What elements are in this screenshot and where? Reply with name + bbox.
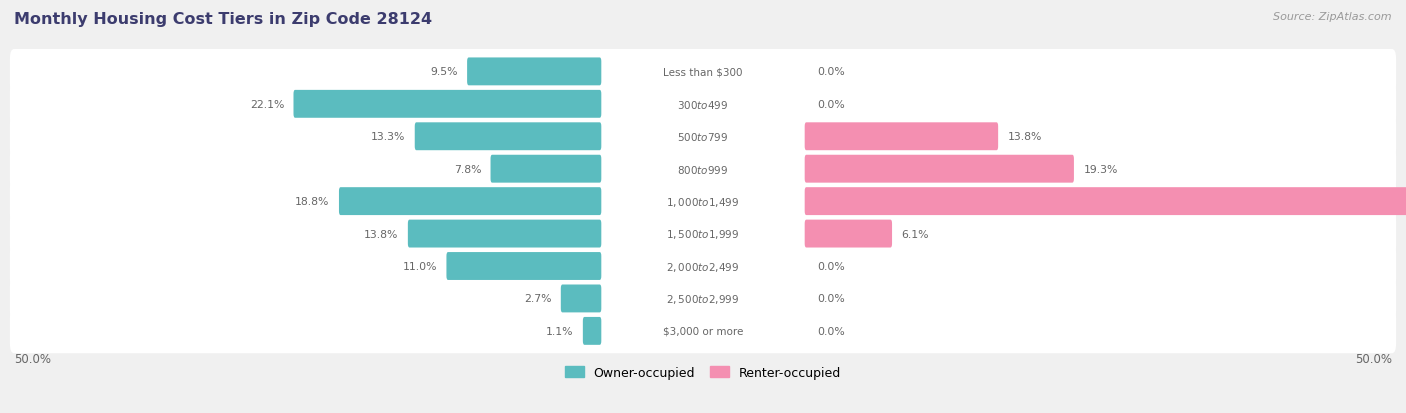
FancyBboxPatch shape — [10, 82, 1396, 127]
Text: 19.3%: 19.3% — [1083, 164, 1118, 174]
FancyBboxPatch shape — [467, 58, 602, 86]
FancyBboxPatch shape — [10, 147, 1396, 192]
Text: 13.8%: 13.8% — [1008, 132, 1042, 142]
FancyBboxPatch shape — [10, 276, 1396, 321]
FancyBboxPatch shape — [583, 317, 602, 345]
FancyBboxPatch shape — [10, 50, 1396, 95]
FancyBboxPatch shape — [10, 114, 1396, 159]
FancyBboxPatch shape — [408, 220, 602, 248]
Legend: Owner-occupied, Renter-occupied: Owner-occupied, Renter-occupied — [565, 366, 841, 379]
Text: $1,000 to $1,499: $1,000 to $1,499 — [666, 195, 740, 208]
Text: 0.0%: 0.0% — [817, 326, 845, 336]
FancyBboxPatch shape — [561, 285, 602, 313]
FancyBboxPatch shape — [447, 252, 602, 280]
Text: 50.0%: 50.0% — [14, 352, 51, 365]
Text: $800 to $999: $800 to $999 — [678, 163, 728, 175]
Text: $300 to $499: $300 to $499 — [678, 99, 728, 111]
FancyBboxPatch shape — [10, 179, 1396, 224]
Text: $2,500 to $2,999: $2,500 to $2,999 — [666, 292, 740, 305]
FancyBboxPatch shape — [294, 91, 602, 119]
Text: 9.5%: 9.5% — [430, 67, 458, 77]
Text: 13.8%: 13.8% — [364, 229, 398, 239]
Text: 22.1%: 22.1% — [250, 100, 284, 109]
Text: 7.8%: 7.8% — [454, 164, 481, 174]
Text: Less than $300: Less than $300 — [664, 67, 742, 77]
FancyBboxPatch shape — [10, 244, 1396, 289]
Text: 18.8%: 18.8% — [295, 197, 329, 206]
FancyBboxPatch shape — [10, 212, 1396, 256]
FancyBboxPatch shape — [415, 123, 602, 151]
Text: 6.1%: 6.1% — [901, 229, 929, 239]
Text: $1,500 to $1,999: $1,500 to $1,999 — [666, 228, 740, 240]
Text: 0.0%: 0.0% — [817, 261, 845, 271]
FancyBboxPatch shape — [491, 155, 602, 183]
Text: 1.1%: 1.1% — [546, 326, 574, 336]
FancyBboxPatch shape — [339, 188, 602, 216]
FancyBboxPatch shape — [10, 309, 1396, 354]
Text: Monthly Housing Cost Tiers in Zip Code 28124: Monthly Housing Cost Tiers in Zip Code 2… — [14, 12, 432, 27]
FancyBboxPatch shape — [804, 123, 998, 151]
Text: 2.7%: 2.7% — [524, 294, 551, 304]
FancyBboxPatch shape — [804, 155, 1074, 183]
Text: $2,000 to $2,499: $2,000 to $2,499 — [666, 260, 740, 273]
FancyBboxPatch shape — [804, 188, 1406, 216]
Text: 0.0%: 0.0% — [817, 67, 845, 77]
Text: Source: ZipAtlas.com: Source: ZipAtlas.com — [1274, 12, 1392, 22]
Text: 13.3%: 13.3% — [371, 132, 405, 142]
Text: 0.0%: 0.0% — [817, 100, 845, 109]
FancyBboxPatch shape — [804, 220, 891, 248]
Text: 11.0%: 11.0% — [402, 261, 437, 271]
Text: $500 to $799: $500 to $799 — [678, 131, 728, 143]
Text: $3,000 or more: $3,000 or more — [662, 326, 744, 336]
Text: 0.0%: 0.0% — [817, 294, 845, 304]
Text: 50.0%: 50.0% — [1355, 352, 1392, 365]
